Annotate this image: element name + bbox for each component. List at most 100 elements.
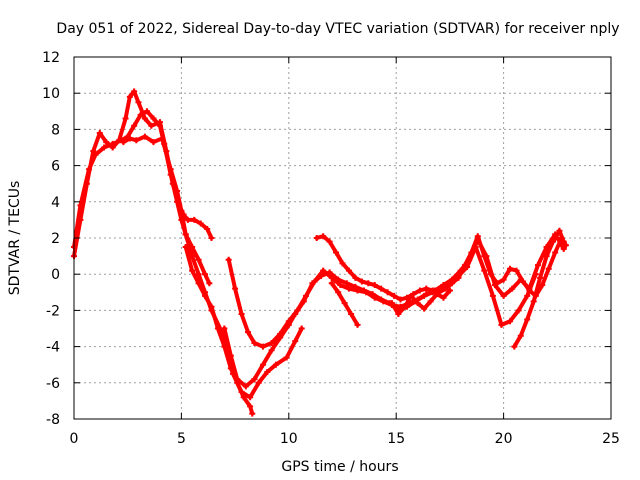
- data-point: [249, 410, 256, 417]
- data-point: [238, 311, 245, 318]
- data-point: [326, 238, 333, 245]
- data-point: [90, 148, 97, 155]
- data-point: [421, 292, 428, 299]
- data-point: [285, 321, 292, 328]
- y-tick-label: -6: [46, 376, 60, 392]
- data-point: [208, 235, 215, 241]
- data-point: [500, 292, 507, 299]
- y-axis-title: SDTVAR / TECUs: [7, 181, 23, 296]
- data-point: [126, 135, 133, 142]
- data-point: [517, 332, 524, 339]
- axis-ticks: 0 5 10 15 20 25 -8 -6 -4 -2 0 2 4 6 8 10 12: [42, 50, 620, 447]
- x-tick-label: 25: [602, 431, 620, 447]
- data-point: [378, 296, 385, 303]
- data-point: [360, 287, 367, 294]
- data-point: [242, 383, 249, 390]
- data-point: [524, 316, 531, 323]
- data-point: [474, 233, 481, 240]
- data-point: [137, 111, 144, 118]
- data-point: [197, 220, 204, 227]
- data-point: [251, 376, 258, 383]
- data-point: [337, 282, 344, 289]
- series-line: [226, 232, 566, 349]
- y-tick-label: 4: [51, 195, 60, 211]
- data-point: [408, 292, 415, 299]
- data-point: [489, 292, 496, 299]
- data-point: [131, 88, 138, 95]
- data-point: [388, 300, 395, 307]
- data-point: [313, 235, 320, 241]
- data-point: [264, 368, 271, 375]
- y-tick-label: 8: [51, 122, 60, 138]
- x-tick-label: 20: [495, 431, 513, 447]
- data-point: [174, 187, 181, 194]
- data-point: [335, 276, 342, 283]
- data-point: [195, 256, 202, 263]
- y-tick-label: -4: [46, 340, 60, 356]
- data-point: [543, 253, 550, 260]
- data-point: [560, 238, 567, 245]
- x-tick-label: 5: [177, 431, 186, 447]
- data-point: [348, 311, 355, 318]
- data-point: [343, 280, 350, 287]
- data-point: [423, 285, 430, 292]
- data-point: [206, 280, 213, 287]
- chart-title: Day 051 of 2022, Sidereal Day-to-day VTE…: [56, 21, 619, 37]
- data-point: [427, 298, 434, 305]
- data-point: [141, 115, 148, 122]
- data-point: [167, 166, 174, 173]
- data-point: [481, 267, 488, 274]
- data-point: [371, 282, 378, 289]
- data-point: [509, 285, 516, 292]
- series-track-5: [225, 231, 567, 350]
- data-point: [122, 115, 129, 122]
- data-point: [534, 262, 541, 269]
- data-point: [507, 265, 514, 272]
- data-point: [260, 343, 267, 350]
- data-point: [202, 271, 209, 278]
- data-point: [292, 338, 299, 345]
- data-point: [135, 99, 142, 106]
- data-point: [156, 122, 163, 129]
- data-point: [369, 291, 376, 298]
- data-point: [182, 231, 189, 238]
- series-track-4: [182, 244, 256, 417]
- data-point: [221, 343, 228, 350]
- data-point: [440, 294, 447, 301]
- data-point: [507, 318, 514, 325]
- data-point: [335, 289, 342, 296]
- data-point: [354, 321, 361, 328]
- data-point: [449, 280, 456, 287]
- data-point: [244, 329, 251, 336]
- series-track-7: [313, 233, 569, 303]
- data-point: [150, 115, 157, 122]
- series-line: [121, 134, 304, 400]
- series-layer: [71, 88, 569, 417]
- data-point: [150, 139, 157, 146]
- data-point: [221, 325, 228, 332]
- x-tick-label: 15: [387, 431, 405, 447]
- data-point: [96, 130, 103, 137]
- data-point: [468, 249, 475, 256]
- y-tick-label: 0: [51, 267, 60, 283]
- data-point: [225, 256, 232, 263]
- y-tick-label: 6: [51, 159, 60, 175]
- data-point: [86, 166, 93, 173]
- data-point: [182, 244, 189, 251]
- series-track-10: [388, 287, 453, 318]
- data-point: [272, 361, 279, 368]
- y-tick-label: 10: [42, 86, 60, 102]
- data-point: [300, 298, 307, 305]
- data-point: [395, 311, 402, 318]
- data-point: [345, 267, 352, 274]
- data-point: [141, 133, 148, 140]
- data-point: [552, 249, 559, 256]
- data-point: [268, 347, 275, 354]
- y-tick-label: -8: [46, 412, 60, 428]
- data-point: [487, 271, 494, 278]
- data-point: [414, 300, 421, 307]
- data-point: [101, 144, 108, 151]
- data-point: [530, 298, 537, 305]
- x-axis-title: GPS time / hours: [281, 459, 398, 475]
